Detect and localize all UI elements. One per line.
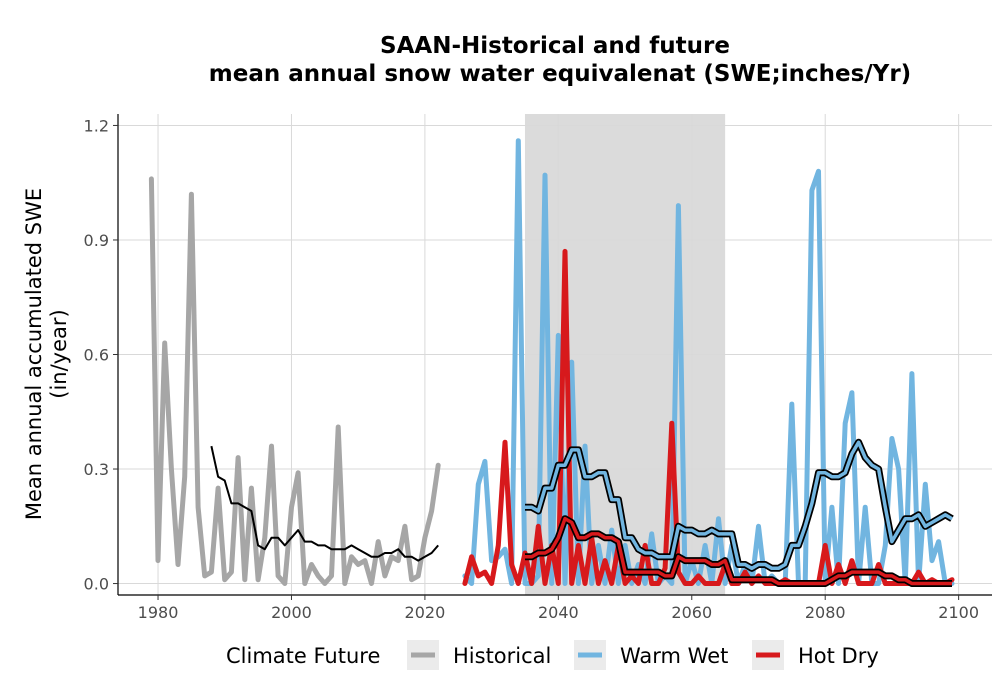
series-line-warm-wet-smoothed — [525, 440, 953, 571]
series-line-hot-dry-smoothed — [525, 516, 952, 586]
series-line-historical — [148, 176, 441, 586]
x-tick-label: 1980 — [138, 603, 179, 622]
y-tick-label: 0.9 — [84, 231, 109, 250]
y-tick-label: 0.6 — [84, 346, 109, 365]
x-tick-label: 2000 — [271, 603, 312, 622]
x-tick-label: 2060 — [671, 603, 712, 622]
series-line-hot-dry — [462, 248, 955, 586]
chart-subtitle: mean annual snow water equivalenat (SWE;… — [209, 61, 911, 87]
x-tick-label: 2040 — [538, 603, 579, 622]
y-tick-label: 0.0 — [84, 575, 109, 594]
x-tick-label: 2020 — [405, 603, 446, 622]
legend-label-warm-wet: Warm Wet — [620, 644, 728, 668]
y-tick-label: 1.2 — [84, 116, 109, 135]
y-axis-ticks: 0.0 0.3 0.6 0.9 1.2 — [84, 116, 118, 594]
series-layer — [148, 138, 955, 587]
legend-title: Climate Future — [226, 644, 380, 668]
y-tick-label: 0.3 — [84, 460, 109, 479]
legend-label-hot-dry: Hot Dry — [798, 644, 879, 668]
x-tick-label: 2080 — [805, 603, 846, 622]
chart-title: SAAN-Historical and future — [380, 33, 730, 59]
series-line-historical-smoothed — [210, 445, 439, 562]
y-axis-title-line1: Mean annual accumulated SWE — [22, 188, 46, 520]
x-axis-ticks: 1980 2000 2020 2040 2060 2080 2100 — [138, 595, 979, 622]
x-tick-label: 2100 — [938, 603, 979, 622]
legend: Climate Future Historical Warm Wet Hot D… — [226, 640, 879, 670]
legend-label-historical: Historical — [453, 644, 551, 668]
y-axis-title-line2: (in/year) — [47, 309, 71, 398]
